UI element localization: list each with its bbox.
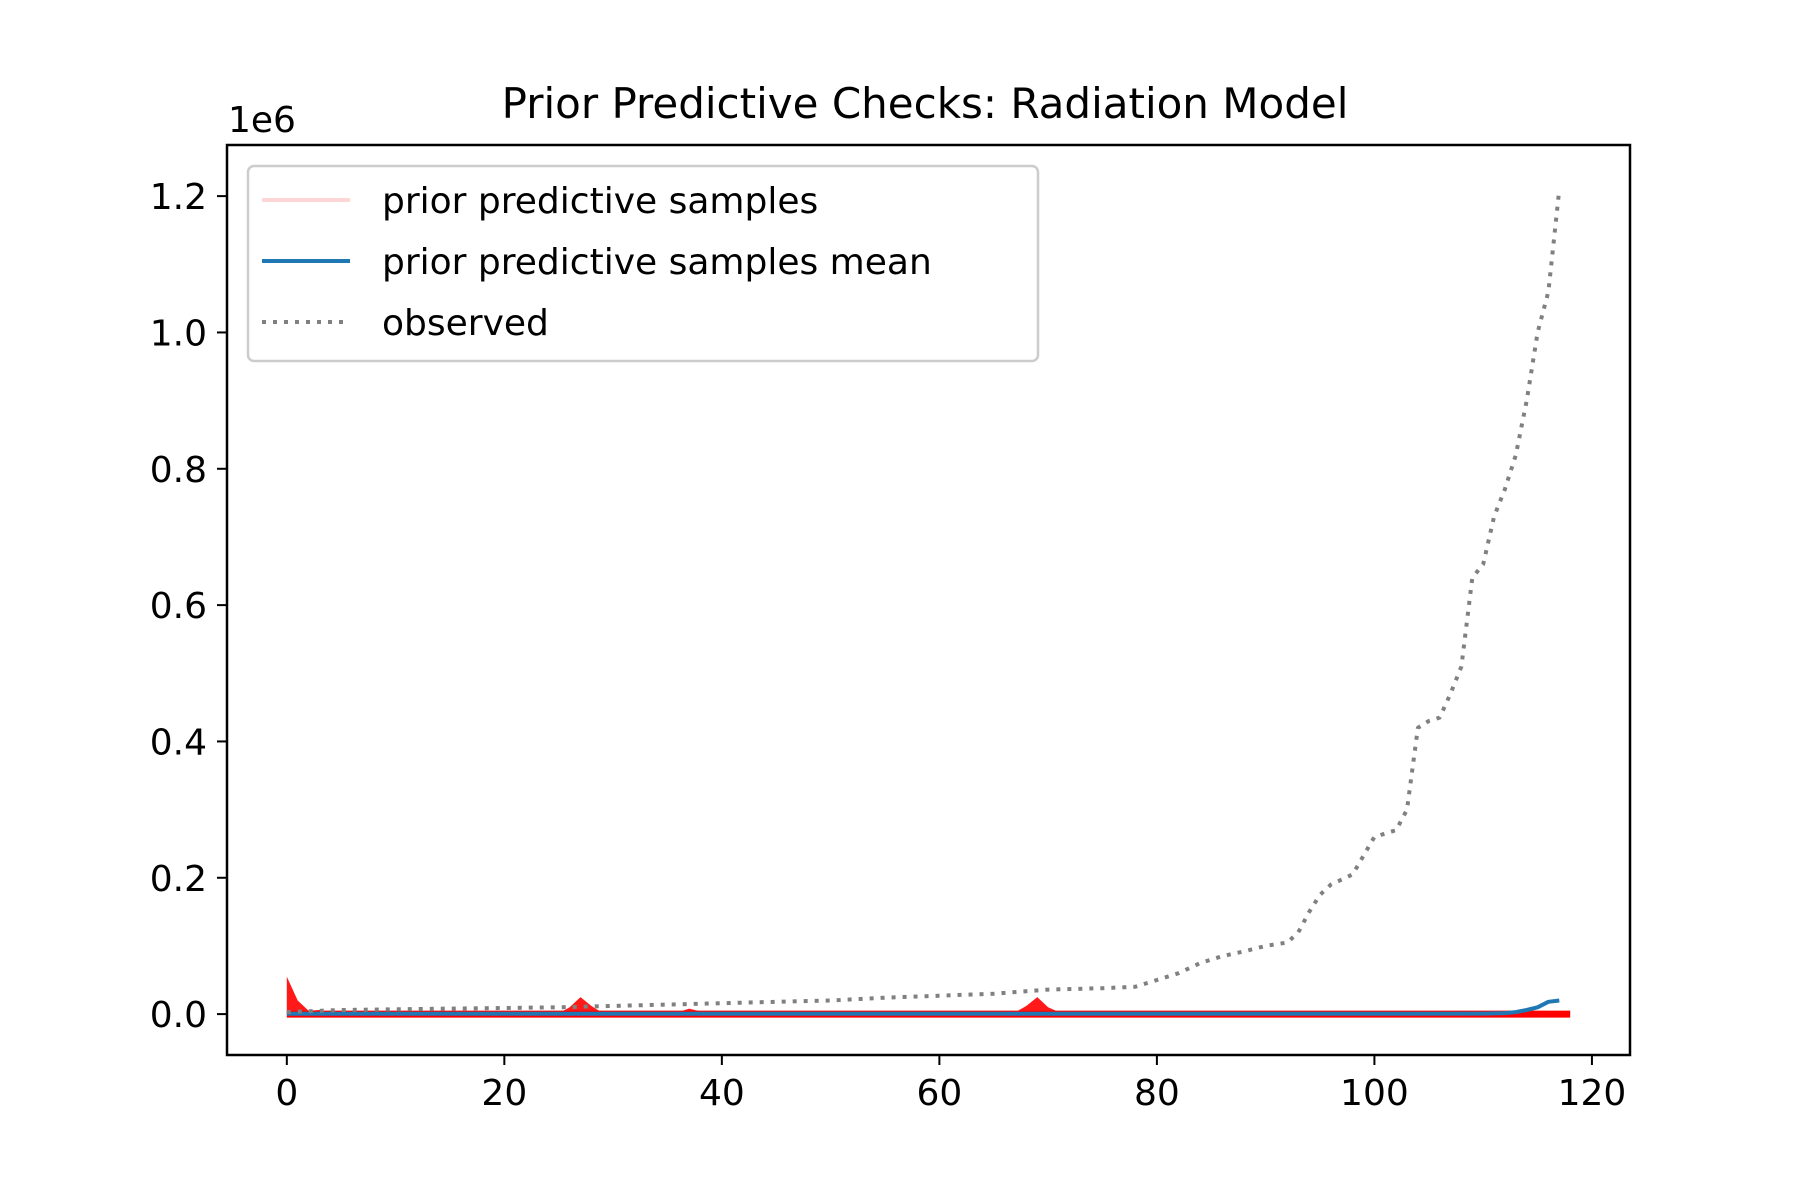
series-line-mean <box>286 998 1560 1016</box>
x-tick-label: 40 <box>699 1073 745 1114</box>
plot-area <box>225 143 1632 1057</box>
y-tick-label: 0.4 <box>150 722 207 763</box>
y-axis: 0.0 0.2 0.4 0.6 0.8 1.0 1.2 <box>150 177 227 1036</box>
legend-box <box>246 164 1040 363</box>
y-tick-label: 0.6 <box>150 586 207 627</box>
y-tick-label: 1.0 <box>150 313 207 354</box>
legend: prior predictive samples prior predictiv… <box>246 164 1040 363</box>
y-tick-label: 0.0 <box>150 995 207 1036</box>
series-layer <box>286 189 1571 1018</box>
x-tick-label: 80 <box>1134 1073 1180 1114</box>
legend-label-prior-samples: prior predictive samples <box>382 181 818 222</box>
x-tick-label: 100 <box>1340 1073 1409 1114</box>
legend-label-observed: observed <box>382 303 549 344</box>
y-tick-label: 0.8 <box>150 450 207 491</box>
y-tick-label: 0.2 <box>150 859 207 900</box>
y-tick-label: 1.2 <box>150 177 207 218</box>
y-offset-label: 1e6 <box>228 100 296 141</box>
x-axis: 0 20 40 60 80 100 120 <box>275 1055 1626 1114</box>
x-tick-label: 20 <box>481 1073 527 1114</box>
legend-label-mean: prior predictive samples mean <box>382 242 932 283</box>
x-tick-label: 60 <box>916 1073 962 1114</box>
x-tick-label: 0 <box>275 1073 298 1114</box>
chart-title: Prior Predictive Checks: Radiation Model <box>502 79 1349 128</box>
series-line-observed <box>286 189 1562 1015</box>
axes-frame <box>225 143 1632 1057</box>
x-tick-label: 120 <box>1558 1073 1627 1114</box>
